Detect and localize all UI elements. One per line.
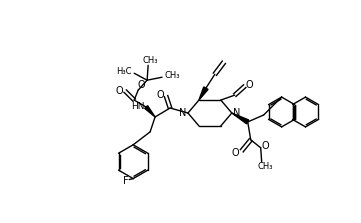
Text: CH₃: CH₃ — [258, 162, 273, 171]
Text: O: O — [232, 148, 240, 158]
Text: H₃C: H₃C — [117, 67, 132, 76]
Text: O: O — [246, 80, 253, 90]
Text: CH₃: CH₃ — [142, 56, 158, 65]
Text: O: O — [137, 80, 145, 90]
Polygon shape — [232, 113, 249, 124]
Text: N: N — [233, 108, 240, 118]
Polygon shape — [145, 106, 155, 117]
Text: O: O — [156, 90, 164, 100]
Text: CH₃: CH₃ — [164, 71, 180, 80]
Text: HN: HN — [131, 101, 145, 111]
Text: O: O — [116, 86, 123, 96]
Text: O: O — [262, 141, 269, 151]
Polygon shape — [199, 87, 208, 100]
Text: N: N — [179, 108, 187, 118]
Text: F: F — [123, 176, 129, 186]
